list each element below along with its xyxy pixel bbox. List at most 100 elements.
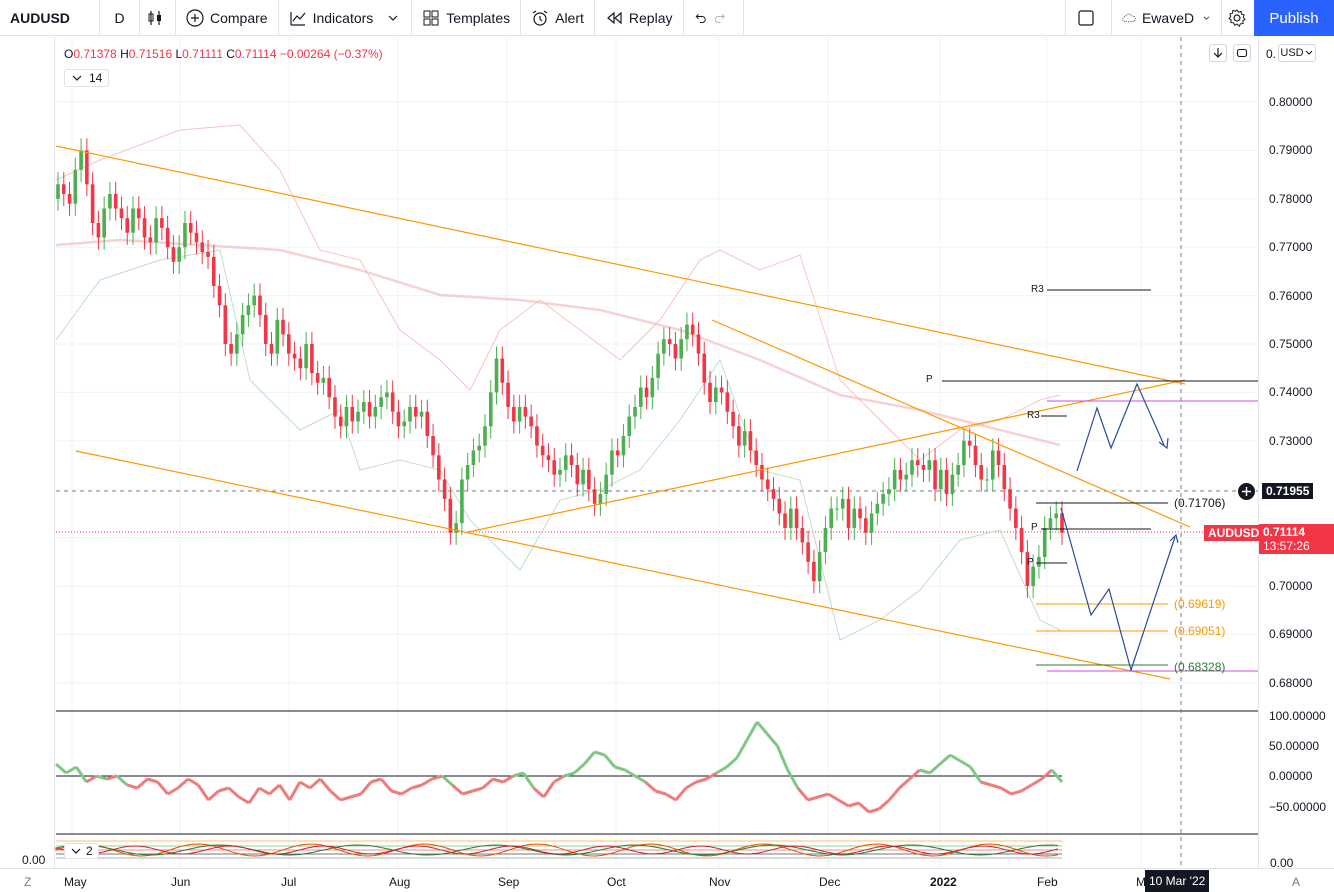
- cci-segment: [1020, 783, 1033, 793]
- templates-button[interactable]: Templates: [412, 0, 522, 36]
- cci-segment: [299, 780, 311, 790]
- candle-body: [789, 508, 793, 528]
- indicator-legend-toggle[interactable]: 14: [64, 69, 110, 87]
- settings-button[interactable]: [1222, 0, 1258, 36]
- candle-body: [662, 339, 666, 354]
- alert-button[interactable]: Alert: [521, 0, 595, 36]
- square-icon: [1077, 9, 1094, 26]
- candle: [552, 448, 557, 487]
- layout-button[interactable]: [1066, 0, 1112, 36]
- candle-body: [310, 344, 314, 374]
- candle: [546, 443, 551, 473]
- cci-segment: [949, 753, 962, 763]
- sub-indicator-legend-toggle[interactable]: 2: [64, 843, 99, 859]
- candle: [858, 496, 862, 531]
- candle-body: [967, 440, 972, 446]
- candle: [829, 496, 833, 541]
- candle-body: [425, 411, 430, 436]
- crosshair-price-tag: 0.71955: [1262, 483, 1314, 499]
- channel-upper-line: [55, 145, 1186, 385]
- candle-body: [921, 465, 926, 470]
- cci-segment: [441, 774, 454, 787]
- plus-icon: [1242, 487, 1251, 496]
- cci-segment: [227, 786, 240, 799]
- templates-label: Templates: [446, 9, 511, 26]
- currency-select[interactable]: USD: [1278, 44, 1316, 62]
- candle-body: [402, 421, 407, 427]
- candle: [615, 438, 620, 468]
- redo-icon[interactable]: [713, 9, 727, 27]
- pivot-label-p-2: P: [1031, 522, 1038, 533]
- publish-button[interactable]: Publish: [1254, 0, 1334, 36]
- candle-body: [875, 503, 880, 514]
- candle: [96, 210, 101, 250]
- indicators-button[interactable]: Indicators: [279, 0, 413, 36]
- low-value: 0.71111: [182, 47, 223, 61]
- candle-body: [327, 377, 331, 398]
- candle-body: [881, 494, 885, 504]
- cci-segment: [1030, 777, 1043, 787]
- candle-body: [304, 344, 308, 369]
- chart-type-button[interactable]: [140, 0, 176, 36]
- left-pane-value: 0.00: [22, 853, 46, 867]
- candle-body: [338, 416, 343, 427]
- cci-segment: [421, 777, 433, 787]
- candle-body: [696, 334, 701, 354]
- trendline-support: [467, 379, 1186, 533]
- cci-segment: [542, 781, 556, 798]
- interval-button[interactable]: D: [100, 0, 140, 36]
- cci-segment: [411, 783, 423, 790]
- candle: [898, 457, 903, 492]
- cci-segment: [939, 753, 952, 766]
- cci-segment: [431, 774, 443, 781]
- time-axis[interactable]: Z May Jun Jul Aug Sep Oct Nov Dec 2022 Feb M 10 Ma…: [0, 868, 1334, 892]
- cci-segment: [75, 766, 88, 783]
- candle: [644, 375, 649, 410]
- candle: [142, 206, 147, 250]
- close-key: C: [226, 47, 235, 61]
- timezone-button[interactable]: Z: [24, 875, 32, 889]
- candle: [731, 399, 735, 439]
- scroll-down-button[interactable]: [1209, 44, 1227, 62]
- candle: [990, 438, 995, 492]
- candle: [719, 375, 724, 405]
- cci-segment: [85, 774, 98, 784]
- candle-body: [229, 344, 233, 354]
- restore-icon: [1236, 48, 1248, 58]
- open-key: O: [64, 47, 74, 61]
- candle: [1019, 515, 1024, 565]
- candle: [962, 428, 966, 478]
- replay-button[interactable]: Replay: [595, 0, 684, 36]
- price-axis[interactable]: 0.80000 0.79000 0.78000 0.77000 0.76000 0.750…: [1258, 37, 1334, 869]
- candle: [852, 496, 857, 541]
- candle-body: [512, 406, 516, 422]
- last-price-tag: 0.71114 13:57:26: [1259, 524, 1334, 554]
- high-value: 0.71516: [128, 47, 173, 61]
- candle-body: [269, 344, 274, 354]
- candle: [933, 448, 937, 502]
- candle-body: [869, 513, 874, 533]
- add-alert-plus-button[interactable]: [1238, 483, 1255, 500]
- symbol-search-button[interactable]: AUDUSD: [0, 0, 100, 36]
- candle: [240, 302, 245, 347]
- maximize-pane-button[interactable]: [1233, 44, 1251, 62]
- open-value: 0.71378: [73, 47, 117, 61]
- candle-body: [125, 218, 130, 233]
- auto-scale-button[interactable]: A: [1292, 875, 1301, 889]
- compare-button[interactable]: Compare: [176, 0, 279, 36]
- candle: [956, 452, 960, 487]
- cci-segment: [156, 781, 169, 795]
- cci-segment: [868, 807, 880, 814]
- candle-body: [523, 406, 528, 417]
- chevron-down-icon: [71, 848, 81, 854]
- candle-body: [292, 353, 297, 359]
- layout-name-button[interactable]: EwaveD: [1112, 0, 1222, 36]
- undo-icon[interactable]: [694, 9, 708, 27]
- cci-segment: [624, 768, 636, 778]
- high-key: H: [120, 47, 129, 61]
- candle: [206, 239, 210, 269]
- cci-segment: [350, 792, 362, 799]
- candle-body: [667, 339, 672, 344]
- candle-body: [783, 513, 787, 528]
